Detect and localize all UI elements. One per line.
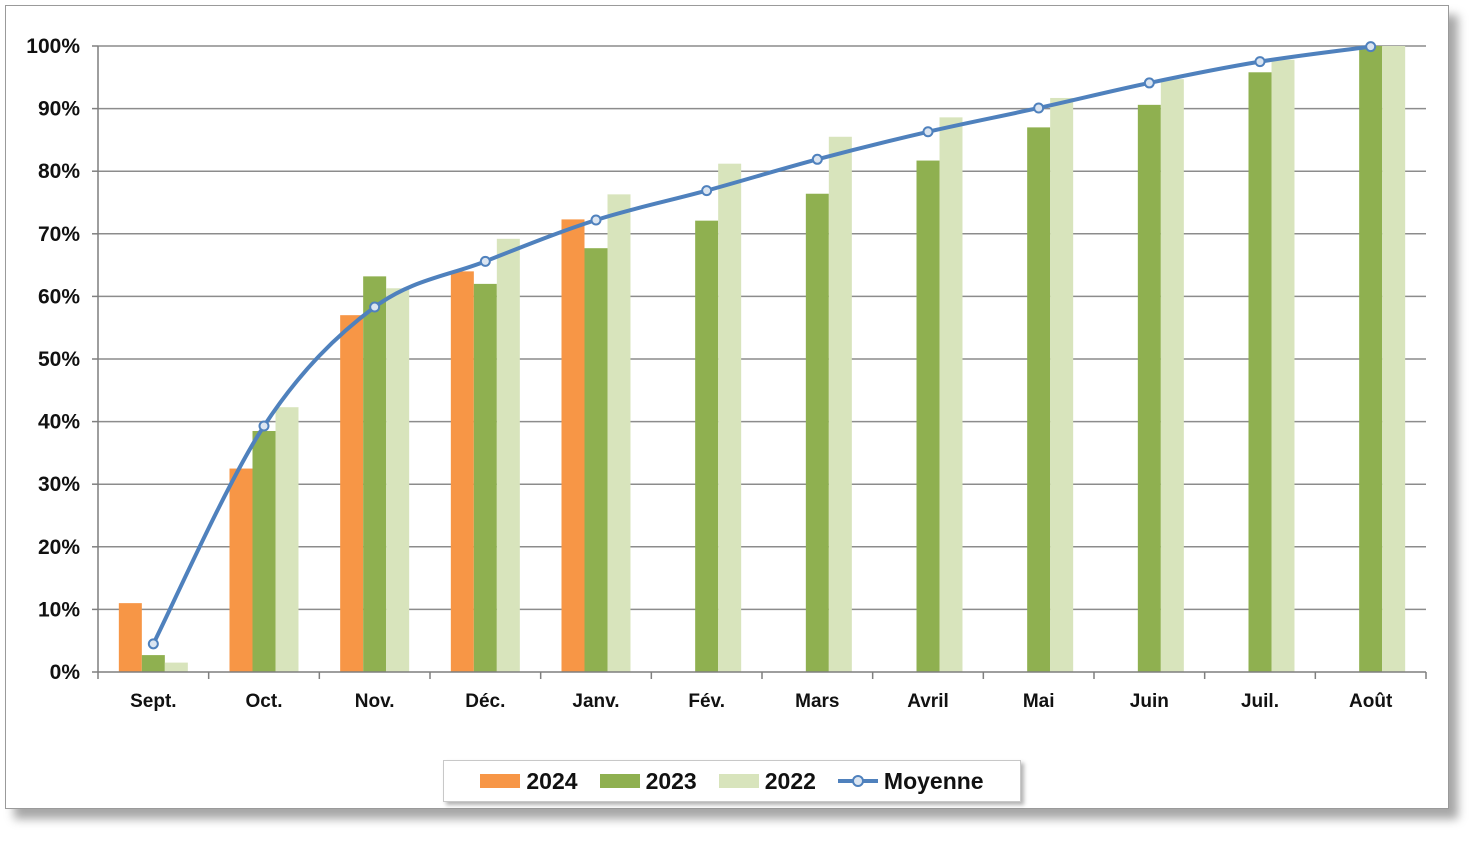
bar-2022 [1160,79,1184,673]
y-tick-label: 0% [50,661,81,684]
bar-2023 [805,193,829,672]
bar-2022 [496,238,520,673]
legend-label: Moyenne [883,767,984,794]
bar-2023 [1359,46,1383,672]
y-tick-label: 60% [38,285,80,308]
point-Moyenne [1033,102,1045,114]
point-Moyenne [147,638,159,650]
x-tick-label: Avril [907,691,949,712]
bar-2024 [450,271,474,672]
y-tick-label: 80% [38,160,80,183]
bar-2022 [939,117,963,672]
y-tick-label: 40% [38,411,80,434]
bar-2022 [718,163,742,673]
x-tick-label: Août [1349,691,1393,712]
legend-label: 2022 [764,767,816,794]
legend-label: 2024 [526,767,578,794]
bar-2023 [1027,127,1051,672]
bar-2022 [1050,97,1074,672]
x-tick-label: Mai [1023,691,1055,712]
bar-2022 [828,136,852,672]
bar-2022 [1271,59,1295,673]
x-tick-label: Janv. [572,691,619,712]
bar-2023 [141,655,165,672]
x-tick-label: Déc. [465,691,505,712]
y-tick-label: 70% [38,223,80,246]
point-Moyenne [922,126,934,138]
legend-swatch [480,774,521,788]
y-tick-label: 90% [38,98,80,121]
legend-item: 2024 [480,767,578,795]
legend-item: 2022 [718,767,816,795]
legend-item: 2023 [599,767,697,795]
legend-label: 2023 [645,767,697,794]
bar-2023 [473,283,497,672]
y-tick-label: 20% [38,536,80,559]
bar-2023 [1248,72,1272,673]
legend: 2024 2023 2022 Moyenne [443,760,1021,802]
bar-2023 [363,276,387,672]
legend-swatch [599,774,640,788]
point-Moyenne [590,214,602,226]
chart: 0% 10% 20% 30% 40% 50% 60% 70% 80% 90% 100% Sept. O… [26,35,1427,712]
gridlines [98,45,1426,611]
bar-2022 [1382,46,1406,672]
bar-2023 [695,220,719,673]
bars [118,46,1406,673]
bar-2022 [275,407,299,672]
x-tick-label: Nov. [355,691,395,712]
y-tick-label: 50% [38,348,80,371]
bar-2022 [164,662,188,672]
point-Moyenne [1143,77,1155,89]
x-tick-label: Oct. [246,691,283,712]
y-tick-label: 10% [38,598,80,621]
x-tick-label: Fév. [688,691,725,712]
point-Moyenne [369,301,381,313]
y-tick-label: 30% [38,473,80,496]
average-line [147,41,1377,650]
point-Moyenne [701,185,713,197]
bar-2023 [584,248,608,672]
x-tick-label: Juin [1130,691,1169,712]
point-Moyenne [811,153,823,165]
bar-2023 [916,160,940,673]
legend-item: Moyenne [837,767,984,795]
y-tick-label: 100% [26,35,80,58]
bar-2023 [252,430,276,672]
point-Moyenne [1254,56,1266,68]
bar-2024 [340,315,364,672]
x-tick-label: Sept. [130,691,176,712]
x-tick-label: Juil. [1241,691,1279,712]
bar-2024 [118,603,142,672]
legend-swatch [718,774,759,788]
point-Moyenne [1365,41,1377,53]
x-tick-labels: Sept. Oct. Nov. Déc. Janv. Fév. Mars Avril Mai Ju… [130,691,1393,712]
chart-frame: 0% 10% 20% 30% 40% 50% 60% 70% 80% 90% 100% Sept. O… [5,5,1449,809]
y-tick-labels: 0% 10% 20% 30% 40% 50% 60% 70% 80% 90% 100% [26,35,80,684]
point-Moyenne [258,420,270,432]
legend-line-swatch [837,773,878,789]
x-tick-label: Mars [795,691,839,712]
bar-2024 [229,468,253,672]
bar-2022 [386,288,410,672]
axes [92,45,1427,679]
bar-2022 [607,194,631,672]
bar-2024 [561,219,585,673]
point-Moyenne [479,255,491,267]
line-Moyenne [151,44,1371,645]
bar-2023 [1137,104,1161,673]
